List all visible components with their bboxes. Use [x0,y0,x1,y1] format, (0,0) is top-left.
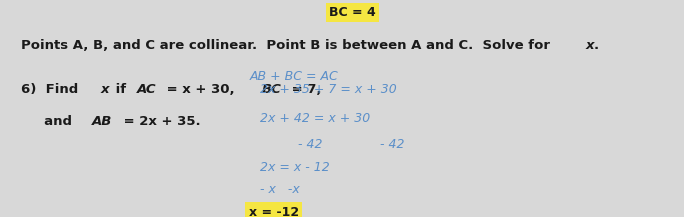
Text: AC: AC [137,83,157,96]
Text: AB: AB [92,115,113,128]
Text: x: x [586,39,594,52]
Text: and: and [21,115,76,128]
Text: = 2x + 35.: = 2x + 35. [118,115,200,128]
Text: 2x + 35 + 7 = x + 30: 2x + 35 + 7 = x + 30 [260,83,397,96]
Text: x = -12: x = -12 [248,206,299,217]
Text: 2x = x - 12: 2x = x - 12 [260,161,330,174]
Text: BC = 4: BC = 4 [329,6,376,19]
Text: - 42: - 42 [298,138,322,151]
Text: Points A, B, and C are collinear.  Point B is between A and C.  Solve for: Points A, B, and C are collinear. Point … [21,39,554,52]
Text: - x   -x: - x -x [260,183,300,196]
Text: BC: BC [262,83,282,96]
Text: .: . [594,39,598,52]
Text: x: x [101,83,109,96]
Text: = x + 30,: = x + 30, [162,83,239,96]
Text: = 7,: = 7, [287,83,322,96]
Text: if: if [111,83,131,96]
Text: 2x + 42 = x + 30: 2x + 42 = x + 30 [260,112,370,125]
Text: AB + BC = AC: AB + BC = AC [250,70,339,83]
Text: - 42: - 42 [380,138,404,151]
Text: 6)  Find: 6) Find [21,83,82,96]
